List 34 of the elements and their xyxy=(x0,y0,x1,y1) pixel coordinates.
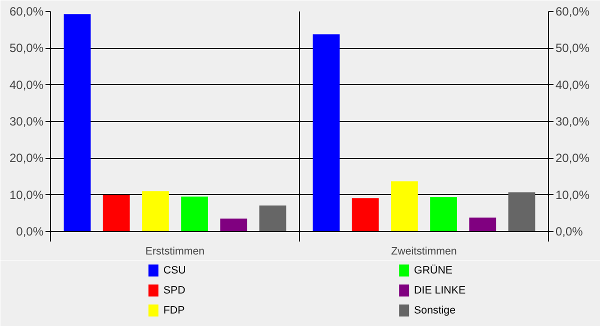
y2-tick-label: 60,0% xyxy=(556,4,590,18)
y2-tick-label: 0,0% xyxy=(556,224,584,238)
legend-label: Sonstige xyxy=(414,304,456,316)
bar xyxy=(391,181,418,232)
bar xyxy=(469,218,496,232)
legend-label: DIE LINKE xyxy=(414,284,466,296)
y2-tick-label: 30,0% xyxy=(556,114,590,128)
y2-tick-label: 20,0% xyxy=(556,151,590,166)
legend-label: SPD xyxy=(163,284,186,296)
y-tick-label: 50,0% xyxy=(9,41,44,56)
y-tick-label: 40,0% xyxy=(9,78,44,92)
legend-label: CSU xyxy=(163,264,186,276)
y-tick-label: 20,0% xyxy=(9,151,44,166)
bar xyxy=(102,194,130,232)
bar xyxy=(64,14,91,232)
bar xyxy=(352,198,379,232)
bar xyxy=(181,196,208,232)
bar xyxy=(142,191,169,232)
x-tick-label: Zweitstimmen xyxy=(391,246,457,258)
bar xyxy=(508,192,536,232)
bar xyxy=(312,34,340,232)
y-tick-label: 10,0% xyxy=(9,188,44,202)
bar xyxy=(220,218,248,232)
legend-label: GRÜNE xyxy=(414,264,453,276)
y2-tick-label: 10,0% xyxy=(556,188,590,202)
legend-label: FDP xyxy=(163,304,185,316)
x-tick-label: Erststimmen xyxy=(145,246,205,258)
y2-tick-label: 40,0% xyxy=(556,78,590,92)
bar xyxy=(430,197,457,232)
y2-tick-label: 50,0% xyxy=(556,41,590,56)
y-tick-label: 0,0% xyxy=(16,224,44,238)
bar xyxy=(259,205,286,232)
y-tick-label: 60,0% xyxy=(9,4,44,18)
y-tick-label: 30,0% xyxy=(9,114,44,128)
